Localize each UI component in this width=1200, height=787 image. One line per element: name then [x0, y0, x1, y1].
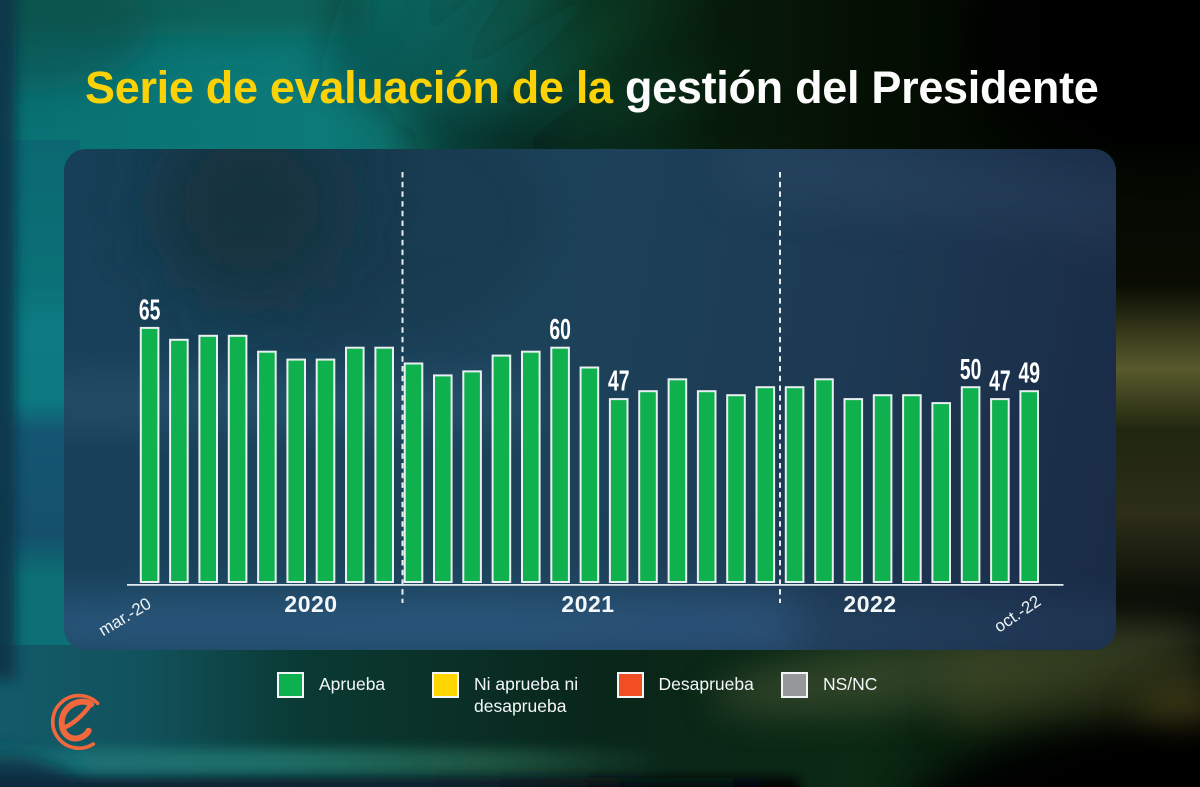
svg-text:49: 49	[1018, 358, 1040, 390]
svg-text:47: 47	[989, 366, 1011, 398]
svg-text:47: 47	[608, 366, 630, 398]
svg-text:50: 50	[960, 354, 982, 386]
svg-text:oct.-22: oct.-22	[991, 591, 1045, 636]
svg-text:2021: 2021	[561, 591, 614, 617]
svg-text:mar.-20: mar.-20	[95, 594, 154, 640]
svg-text:60: 60	[549, 314, 571, 346]
svg-text:2022: 2022	[843, 591, 896, 617]
svg-text:65: 65	[139, 294, 161, 326]
svg-text:2020: 2020	[284, 591, 337, 617]
